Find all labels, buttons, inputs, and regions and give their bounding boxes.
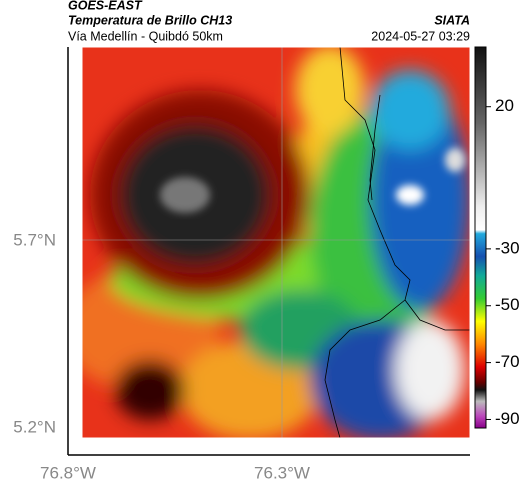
source: GOES-EAST	[68, 0, 143, 12]
title: Temperatura de Brillo CH13	[68, 13, 232, 27]
colorbar-tick-label: -70	[495, 352, 520, 371]
satellite-image	[82, 47, 470, 438]
colorbar-tick-label: -50	[495, 295, 520, 314]
lat-label: 5.2°N	[13, 417, 56, 436]
agency: SIATA	[434, 13, 470, 27]
colorbar-tick-label: -30	[495, 238, 520, 257]
subtitle: Vía Medellín - Quibdó 50km	[68, 29, 223, 43]
colorbar-tick-label: 20	[495, 96, 514, 115]
colorbar	[474, 46, 487, 429]
timestamp: 2024-05-27 03:29	[371, 29, 470, 43]
lon-label: 76.3°W	[254, 463, 310, 482]
lon-label: 76.8°W	[40, 463, 96, 482]
lat-label: 5.7°N	[13, 230, 56, 249]
colorbar-tick-label: -90	[495, 409, 520, 428]
map-frame	[81, 46, 471, 439]
